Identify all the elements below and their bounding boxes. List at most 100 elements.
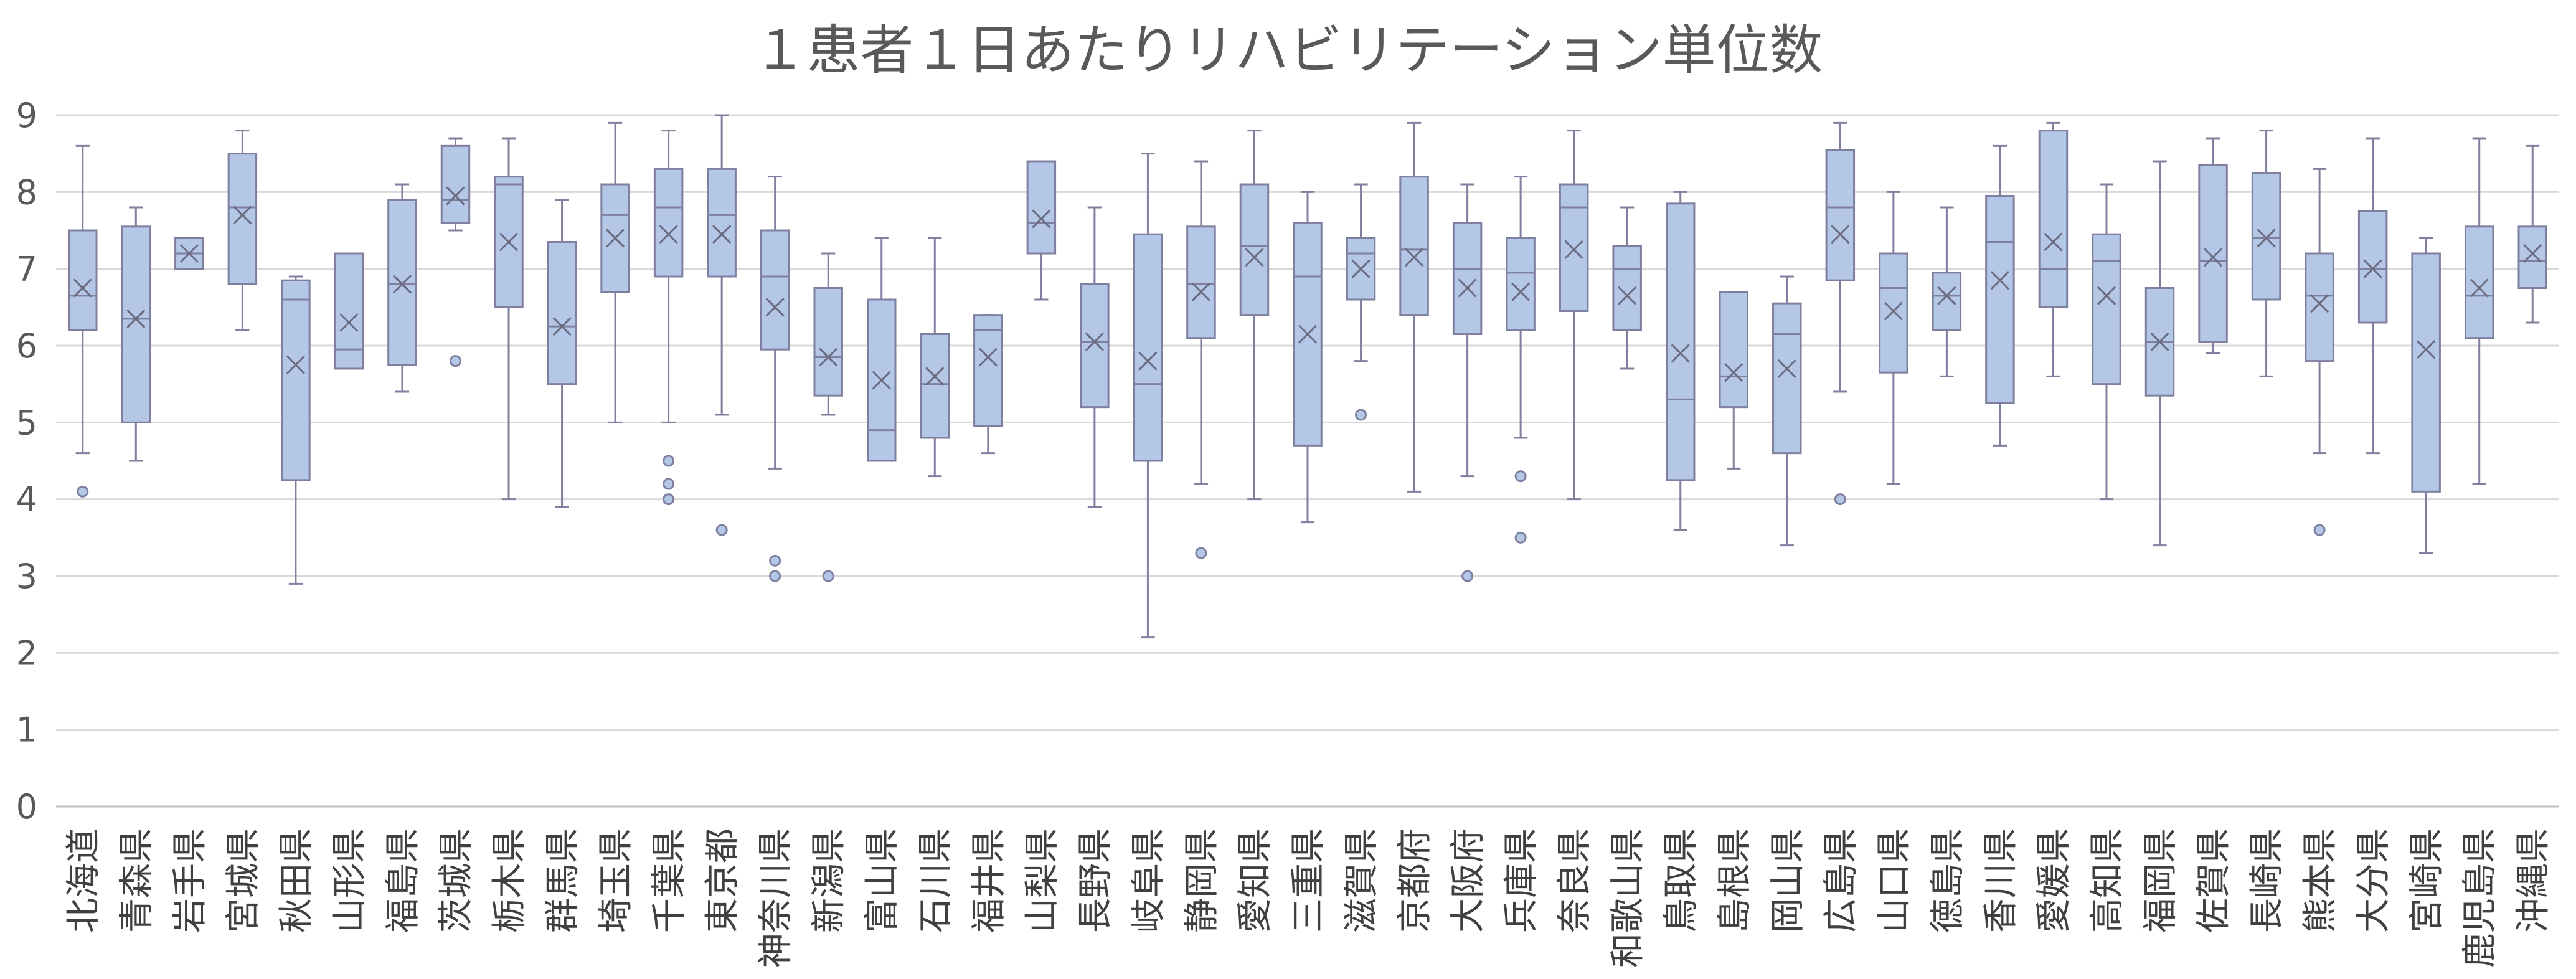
box-千葉県 [653,130,684,506]
y-tick-label: 6 [16,326,37,366]
box-宮城県 [227,130,258,331]
x-tick-label: 山形県 [329,828,370,933]
x-tick-label: 兵庫県 [1501,828,1542,933]
x-tick-label: 静岡県 [1182,828,1222,933]
mean-marker [1138,351,1158,371]
outlier-point [449,355,461,367]
box-島根県 [1719,291,1748,470]
x-axis-ticks: 北海道 青森県 岩手県 宮城県 秋田県 山形県 福島県 茨城県 栃木県 群馬県 埼玉県 千葉県 東京都神… [64,828,2554,968]
box-iqr [2251,172,2281,301]
mean-marker [1884,301,1903,321]
mean-marker [1618,286,1637,305]
box-熊本県 [2305,168,2334,536]
box-滋賀県 [1346,183,1376,421]
mean-marker [2470,278,2489,298]
box-iqr [1186,225,1216,339]
box-佐賀県 [2198,137,2228,354]
x-tick-label: 山口県 [1874,828,1915,933]
box-福岡県 [2144,160,2175,547]
mean-marker [1937,286,1956,305]
mean-marker [2417,340,2436,359]
box-iqr [334,252,364,370]
x-tick-label: 茨城県 [436,828,476,933]
mean-marker [499,232,519,252]
x-tick-label: 滋賀県 [1342,828,1382,933]
box-香川県 [1985,144,2015,447]
box-広島県 [1825,121,1856,506]
box-iqr [1772,302,1802,455]
box-iqr [1985,195,2015,404]
box-高知県 [2092,183,2121,501]
box-長崎県 [2251,130,2281,377]
box-iqr [121,225,151,423]
x-tick-label: 埼玉県 [596,828,636,933]
mean-marker [925,367,945,386]
outlier-point [1834,493,1846,506]
x-tick-label: 青森県 [116,828,157,933]
x-tick-label: 宮崎県 [2407,828,2447,933]
mean-marker [765,298,785,317]
box-iqr [2357,210,2388,324]
box-和歌山県 [1612,206,1642,370]
mean-marker [712,225,732,244]
box-iqr [1026,160,1057,255]
mean-marker [819,348,838,367]
box-鹿児島県 [2464,137,2494,485]
x-tick-label: 沖縄県 [2513,828,2554,933]
box-iqr [1879,252,1908,374]
y-axis-ticks: 0 1 2 3 4 5 6 7 8 9 [16,96,37,826]
box-iqr [1080,283,1110,409]
box-静岡県 [1186,160,1216,559]
box-iqr [68,229,98,331]
box-iqr [227,153,258,285]
box-長野県 [1080,206,1110,508]
mean-marker [1511,282,1531,301]
box-iqr [2038,130,2069,308]
mean-marker [2310,294,2329,313]
x-tick-label: 香川県 [1981,828,2021,933]
box-iqr [2092,233,2121,385]
box-青森県 [121,206,151,462]
mean-marker [1351,259,1371,278]
x-tick-label: 長崎県 [2247,828,2288,933]
mean-marker [1405,248,1424,267]
outlier-point [769,570,781,582]
x-tick-label: 愛媛県 [2034,828,2074,933]
box-三重県 [1293,191,1323,524]
box-岩手県 [174,237,204,270]
mean-marker [2363,259,2382,278]
box-iqr [2305,252,2334,362]
outlier-point [1355,409,1367,421]
x-tick-label: 岩手県 [170,828,210,933]
x-tick-label: 熊本県 [2300,828,2341,933]
outlier-point [1195,547,1207,559]
x-tick-label: 東京都 [702,828,743,933]
x-tick-label: 三重県 [1288,828,1329,933]
box-iqr [1612,245,1642,331]
mean-marker [392,275,412,294]
chart-title: １患者１日あたりリハビリテーション単位数 [753,19,1823,82]
y-tick-label: 3 [16,557,37,596]
box-iqr [1932,272,1962,331]
box-群馬県 [547,199,577,508]
box-福島県 [387,183,417,393]
mean-marker [1671,344,1690,363]
box-山梨県 [1026,160,1057,301]
mean-marker [2097,286,2116,305]
box-iqr [2517,225,2547,290]
mean-marker [2257,229,2276,248]
mean-marker [978,348,998,367]
box-iqr [2411,252,2441,493]
mean-marker [552,317,572,336]
box-iqr [1239,183,1270,316]
x-tick-label: 大分県 [2354,828,2394,933]
box-iqr [707,168,737,278]
box-奈良県 [1559,130,1589,501]
box-iqr [920,333,950,439]
box-栃木県 [494,137,524,501]
box-iqr [1825,149,1856,281]
box-富山県 [867,237,897,462]
box-新潟県 [813,252,843,582]
mean-marker [1032,209,1051,229]
y-tick-label: 5 [16,403,37,442]
